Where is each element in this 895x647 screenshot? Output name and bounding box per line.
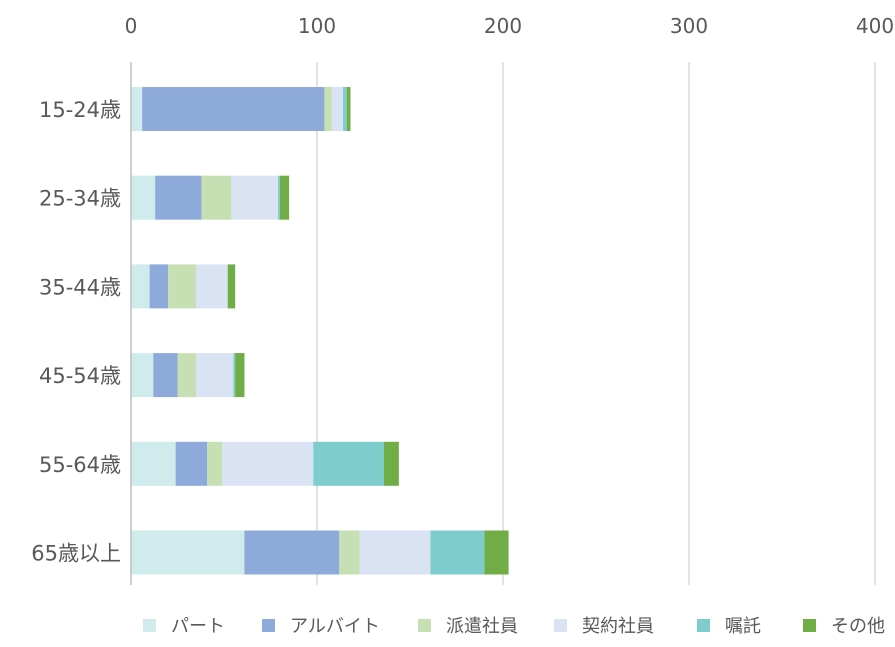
bar-segment — [155, 175, 202, 220]
bar-segment — [244, 530, 340, 575]
legend-label: 嘱託 — [725, 616, 761, 637]
legend-swatch — [262, 619, 275, 632]
legend: パート アルバイト 派遣社員 契約社員 嘱託 その他 — [143, 616, 885, 637]
bar-segment — [168, 264, 197, 309]
bar-segment — [142, 87, 325, 131]
bar-segment — [207, 441, 223, 486]
bar-segment — [175, 441, 208, 486]
bar-segment — [196, 264, 228, 309]
legend-label: パート — [171, 616, 225, 637]
bar-segment — [131, 353, 154, 398]
bars — [131, 87, 509, 575]
category-label: 65歳以上 — [31, 542, 121, 566]
bar-segment — [201, 175, 232, 220]
bar-segment — [131, 530, 245, 575]
bar-segment — [343, 87, 347, 131]
legend-label: アルバイト — [290, 616, 380, 637]
category-label: 45-54歳 — [39, 364, 121, 388]
bar-segment — [227, 264, 236, 309]
legend-swatch — [697, 619, 710, 632]
x-tick-label: 100 — [298, 14, 336, 38]
bar-segment — [222, 441, 314, 486]
bar-segment — [324, 87, 332, 131]
bar-segment — [131, 264, 150, 309]
category-label: 35-44歳 — [39, 275, 121, 299]
category-label: 55-64歳 — [39, 453, 121, 477]
legend-label: 契約社員 — [582, 616, 654, 637]
bar-segment — [484, 530, 509, 575]
bar-segment — [430, 530, 485, 575]
category-labels: 15-24歳 25-34歳 35-44歳 45-54歳 55-64歳 65歳以上 — [31, 98, 121, 566]
bar-segment — [153, 353, 178, 398]
gridlines — [316, 62, 876, 585]
bar-segment — [359, 530, 431, 575]
x-tick-label: 0 — [125, 14, 138, 38]
category-label: 15-24歳 — [39, 98, 121, 122]
x-axis-tick-labels: 0 100 200 300 400 — [125, 14, 894, 38]
bar-segment — [233, 353, 236, 398]
category-label: 25-34歳 — [39, 187, 121, 211]
legend-swatch — [418, 619, 431, 632]
bar-segment — [277, 175, 280, 220]
bar-segment — [313, 441, 384, 486]
legend-label: その他 — [831, 616, 885, 637]
bar-segment — [279, 175, 290, 220]
bar-segment — [196, 353, 234, 398]
x-tick-label: 200 — [484, 14, 522, 38]
bar-segment — [131, 175, 156, 220]
x-tick-label: 400 — [856, 14, 894, 38]
bar-segment — [383, 441, 399, 486]
bar-segment — [346, 87, 351, 131]
bar-segment — [131, 441, 176, 486]
legend-swatch — [803, 619, 816, 632]
legend-label: 派遣社員 — [446, 616, 518, 637]
bar-segment — [235, 353, 245, 398]
bar-segment — [231, 175, 278, 220]
legend-swatch — [143, 619, 156, 632]
bar-segment — [177, 353, 197, 398]
bar-segment — [331, 87, 344, 131]
bar-segment — [339, 530, 360, 575]
bar-segment — [131, 87, 143, 131]
x-tick-label: 300 — [670, 14, 708, 38]
legend-swatch — [554, 619, 567, 632]
bar-segment — [149, 264, 169, 309]
